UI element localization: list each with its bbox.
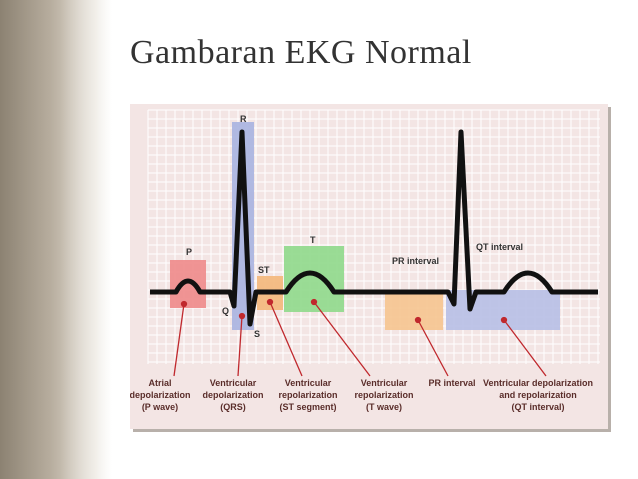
ecg-captions: Atrial depolarization (P wave) Ventricular d… (130, 378, 593, 412)
pr-interval-region (385, 290, 443, 330)
caption-line: (QT interval) (511, 402, 564, 412)
caption-line: and repolarization (499, 390, 577, 400)
p-label: P (186, 247, 192, 257)
ecg-diagram: P R Q S ST T PR interval QT interval Atr… (130, 109, 600, 412)
caption-line: Ventricular (285, 378, 332, 388)
caption-line: (P wave) (142, 402, 178, 412)
qt-interval-region (446, 290, 560, 330)
caption-line: Atrial (148, 378, 171, 388)
pointer-lines (173, 298, 547, 377)
caption-line: repolarization (354, 390, 413, 400)
caption-line: Ventricular depolarization (483, 378, 593, 388)
caption-line: depolarization (202, 390, 263, 400)
caption-line: (T wave) (366, 402, 402, 412)
caption-line: Ventricular (210, 378, 257, 388)
q-label: Q (222, 306, 229, 316)
r-label: R (240, 114, 247, 124)
caption-line: (QRS) (220, 402, 246, 412)
s-label: S (254, 329, 260, 339)
ecg-trace (150, 129, 598, 327)
qt-interval-label: QT interval (476, 242, 523, 252)
pr-interval-label: PR interval (392, 256, 439, 266)
caption-line: Ventricular (361, 378, 408, 388)
caption-line: (ST segment) (279, 402, 336, 412)
slide-title: Gambaran EKG Normal (130, 34, 472, 71)
p-wave-region (170, 260, 206, 308)
caption-line: repolarization (278, 390, 337, 400)
caption-line: PR interval (428, 378, 475, 388)
st-label: ST (258, 265, 270, 275)
t-label: T (310, 235, 316, 245)
ecg-figure: P R Q S ST T PR interval QT interval Atr… (130, 104, 608, 429)
caption-line: depolarization (130, 390, 191, 400)
